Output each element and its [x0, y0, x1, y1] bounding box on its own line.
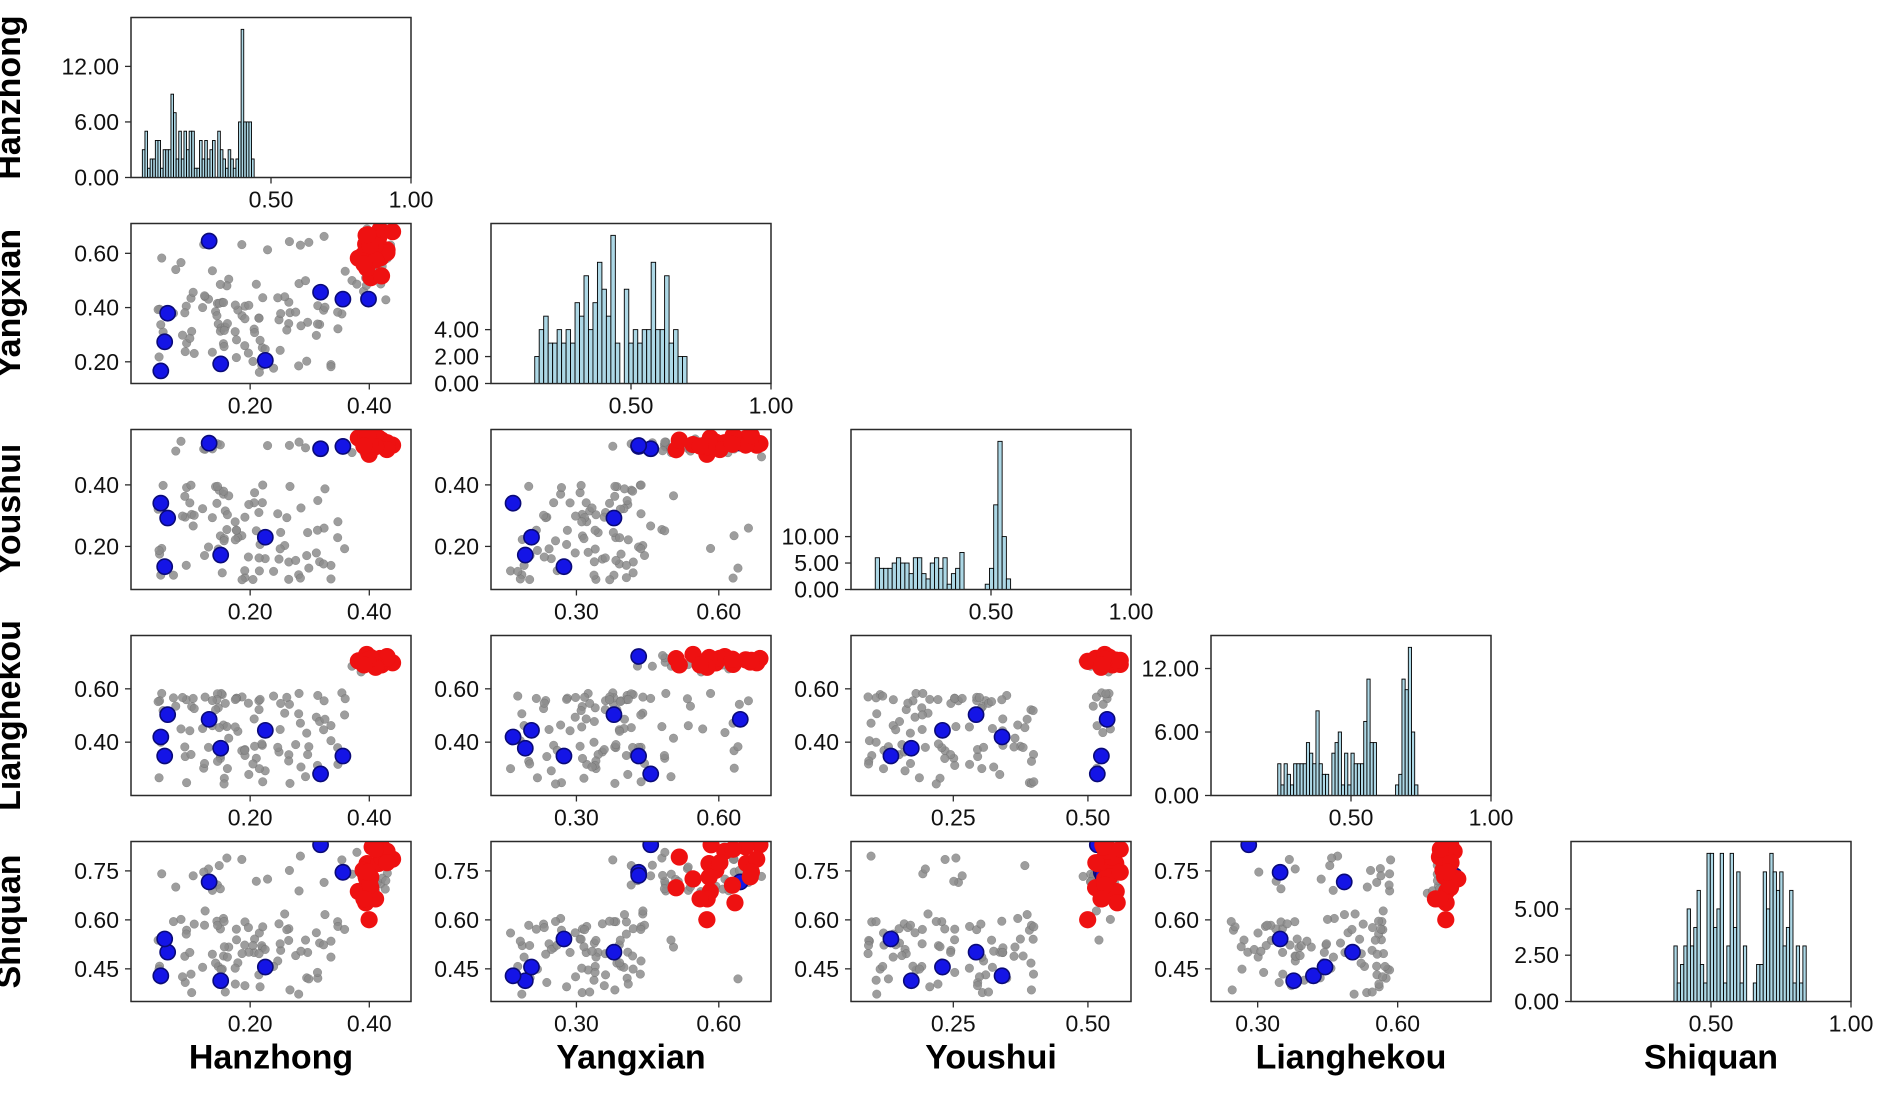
svg-text:0.60: 0.60	[74, 907, 119, 933]
svg-text:0.60: 0.60	[74, 676, 119, 702]
svg-text:0.75: 0.75	[74, 858, 119, 884]
svg-text:2.50: 2.50	[1514, 942, 1559, 968]
svg-text:0.00: 0.00	[434, 371, 479, 397]
svg-text:0.20: 0.20	[228, 1011, 273, 1037]
svg-text:0.60: 0.60	[794, 676, 839, 702]
svg-text:0.00: 0.00	[1154, 783, 1199, 809]
svg-text:Shiquan: Shiquan	[1644, 1039, 1778, 1077]
svg-text:0.30: 0.30	[554, 599, 599, 625]
svg-text:1.00: 1.00	[389, 187, 434, 213]
svg-text:0.20: 0.20	[228, 805, 273, 831]
svg-text:0.40: 0.40	[74, 295, 119, 321]
svg-text:0.45: 0.45	[434, 956, 479, 982]
svg-text:Youshui: Youshui	[0, 444, 28, 576]
svg-text:Shiquan: Shiquan	[0, 854, 28, 988]
svg-text:0.20: 0.20	[434, 533, 479, 559]
svg-text:0.20: 0.20	[228, 599, 273, 625]
svg-text:0.60: 0.60	[1154, 907, 1199, 933]
svg-text:Lianghekou: Lianghekou	[0, 620, 28, 811]
svg-text:0.50: 0.50	[1066, 1011, 1111, 1037]
svg-text:0.00: 0.00	[794, 577, 839, 603]
svg-text:0.50: 0.50	[1066, 805, 1111, 831]
svg-text:0.75: 0.75	[1154, 858, 1199, 884]
svg-text:0.40: 0.40	[347, 393, 392, 419]
svg-text:Youshui: Youshui	[925, 1039, 1057, 1077]
svg-text:0.60: 0.60	[434, 676, 479, 702]
svg-text:0.60: 0.60	[434, 907, 479, 933]
svg-text:5.00: 5.00	[1514, 896, 1559, 922]
svg-text:0.00: 0.00	[1514, 989, 1559, 1015]
svg-text:0.40: 0.40	[434, 472, 479, 498]
svg-text:0.30: 0.30	[554, 1011, 599, 1037]
svg-text:0.30: 0.30	[1235, 1011, 1280, 1037]
svg-text:0.30: 0.30	[554, 805, 599, 831]
svg-text:0.20: 0.20	[74, 533, 119, 559]
svg-text:6.00: 6.00	[74, 109, 119, 135]
svg-text:0.60: 0.60	[74, 240, 119, 266]
svg-text:0.50: 0.50	[1329, 805, 1374, 831]
svg-text:0.50: 0.50	[249, 187, 294, 213]
svg-text:1.00: 1.00	[1109, 599, 1154, 625]
svg-text:4.00: 4.00	[434, 317, 479, 343]
svg-text:0.40: 0.40	[347, 805, 392, 831]
svg-text:0.45: 0.45	[74, 956, 119, 982]
svg-text:0.50: 0.50	[609, 393, 654, 419]
svg-text:Yangxian: Yangxian	[556, 1039, 705, 1077]
svg-text:10.00: 10.00	[781, 524, 839, 550]
svg-text:0.25: 0.25	[931, 1011, 976, 1037]
svg-text:5.00: 5.00	[794, 550, 839, 576]
svg-text:0.50: 0.50	[1689, 1011, 1734, 1037]
svg-text:0.20: 0.20	[228, 393, 273, 419]
svg-text:0.40: 0.40	[347, 599, 392, 625]
svg-text:6.00: 6.00	[1154, 719, 1199, 745]
svg-text:0.40: 0.40	[434, 729, 479, 755]
svg-text:0.40: 0.40	[74, 729, 119, 755]
svg-text:Yangxian: Yangxian	[0, 229, 28, 378]
svg-text:1.00: 1.00	[1829, 1011, 1874, 1037]
svg-text:0.60: 0.60	[696, 599, 741, 625]
svg-text:1.00: 1.00	[1469, 805, 1514, 831]
svg-text:0.45: 0.45	[1154, 956, 1199, 982]
svg-text:Hanzhong: Hanzhong	[0, 15, 28, 179]
svg-text:2.00: 2.00	[434, 344, 479, 370]
svg-text:0.75: 0.75	[794, 858, 839, 884]
svg-text:0.25: 0.25	[931, 805, 976, 831]
svg-text:Lianghekou: Lianghekou	[1256, 1039, 1447, 1077]
svg-text:12.00: 12.00	[1141, 656, 1199, 682]
svg-text:0.60: 0.60	[1375, 1011, 1420, 1037]
svg-text:0.40: 0.40	[347, 1011, 392, 1037]
svg-text:0.40: 0.40	[74, 472, 119, 498]
svg-text:Hanzhong: Hanzhong	[189, 1039, 353, 1077]
svg-text:0.45: 0.45	[794, 956, 839, 982]
svg-text:0.20: 0.20	[74, 349, 119, 375]
svg-text:0.60: 0.60	[794, 907, 839, 933]
svg-text:0.60: 0.60	[696, 805, 741, 831]
svg-text:0.60: 0.60	[696, 1011, 741, 1037]
svg-text:0.00: 0.00	[74, 165, 119, 191]
svg-text:0.40: 0.40	[794, 729, 839, 755]
svg-text:1.00: 1.00	[749, 393, 794, 419]
svg-text:0.50: 0.50	[969, 599, 1014, 625]
svg-text:12.00: 12.00	[61, 53, 119, 79]
svg-text:0.75: 0.75	[434, 858, 479, 884]
